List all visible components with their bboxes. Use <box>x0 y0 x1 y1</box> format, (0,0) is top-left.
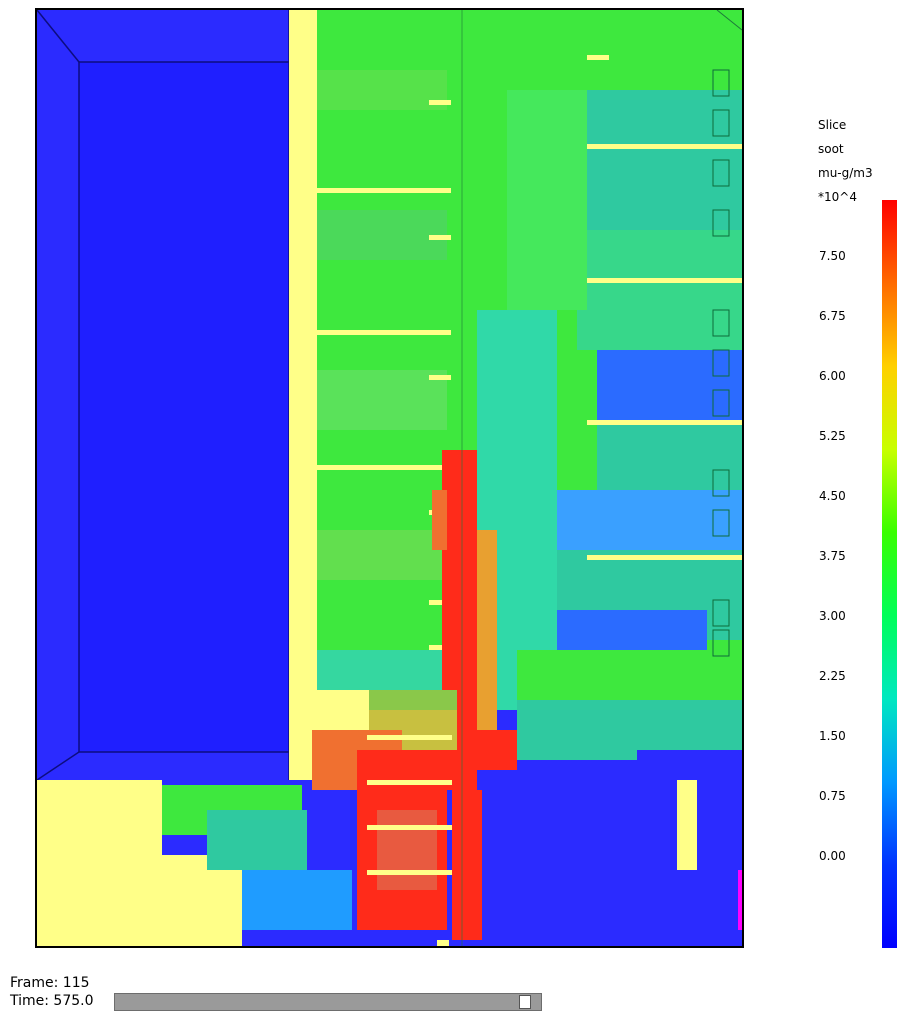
colorbar-gradient <box>882 200 897 948</box>
colorbar-tick: 2.25 <box>819 669 846 683</box>
time-slider-thumb[interactable] <box>519 995 531 1009</box>
colorbar-header-line: *10^4 <box>818 190 857 204</box>
soot-slice-render <box>37 10 742 946</box>
colorbar-tick: 3.00 <box>819 609 846 623</box>
colorbar-tick: 6.75 <box>819 309 846 323</box>
frame-label: Frame: 115 <box>10 975 90 991</box>
colorbar-tick: 4.50 <box>819 489 846 503</box>
colorbar-tick: 1.50 <box>819 729 846 743</box>
colorbar-tick: 3.75 <box>819 549 846 563</box>
time-slider-fill <box>115 994 519 1010</box>
colorbar-tick: 0.75 <box>819 789 846 803</box>
smokeview-3d-view[interactable] <box>35 8 744 948</box>
colorbar-tick: 7.50 <box>819 249 846 263</box>
time-label: Time: 575.0 <box>10 993 94 1009</box>
time-slider[interactable] <box>114 993 542 1011</box>
colorbar-tick: 0.00 <box>819 849 846 863</box>
colorbar-tick: 5.25 <box>819 429 846 443</box>
colorbar-header-line: soot <box>818 142 844 156</box>
colorbar-tick: 6.00 <box>819 369 846 383</box>
colorbar-header-line: mu-g/m3 <box>818 166 873 180</box>
colorbar-header-line: Slice <box>818 118 846 132</box>
